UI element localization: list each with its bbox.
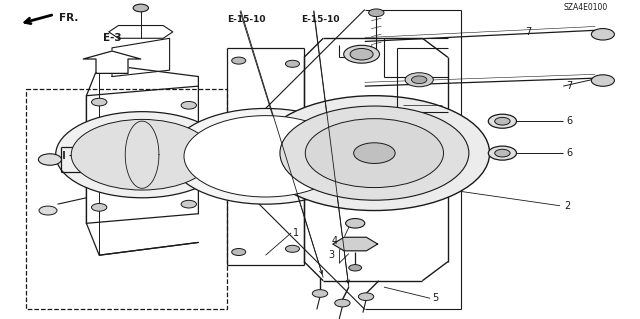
Circle shape: [170, 108, 362, 204]
Circle shape: [133, 4, 148, 12]
Polygon shape: [333, 237, 378, 251]
Text: 7: 7: [566, 81, 573, 91]
Text: 2: 2: [564, 201, 571, 211]
Circle shape: [495, 117, 510, 125]
Circle shape: [38, 154, 61, 165]
Circle shape: [285, 60, 300, 67]
Text: SZA4E0100: SZA4E0100: [563, 4, 607, 12]
Circle shape: [184, 116, 347, 197]
Circle shape: [412, 76, 427, 84]
Circle shape: [92, 98, 107, 106]
Polygon shape: [83, 51, 141, 73]
Circle shape: [358, 293, 374, 300]
Circle shape: [181, 101, 196, 109]
Circle shape: [344, 45, 380, 63]
Circle shape: [350, 48, 373, 60]
Circle shape: [39, 206, 57, 215]
Circle shape: [92, 204, 107, 211]
Text: 6: 6: [566, 116, 573, 126]
Circle shape: [71, 119, 213, 190]
Text: E-15-10: E-15-10: [301, 15, 339, 24]
Circle shape: [349, 265, 362, 271]
Text: 1: 1: [293, 228, 300, 238]
Circle shape: [369, 9, 384, 17]
Circle shape: [495, 149, 510, 157]
Text: FR.: FR.: [59, 12, 78, 23]
Text: 7: 7: [525, 27, 531, 37]
Circle shape: [312, 290, 328, 297]
Circle shape: [232, 249, 246, 256]
Circle shape: [488, 114, 516, 128]
Text: 6: 6: [566, 148, 573, 158]
Circle shape: [335, 299, 350, 307]
Circle shape: [259, 96, 490, 211]
Circle shape: [354, 143, 395, 163]
Circle shape: [280, 106, 469, 200]
Circle shape: [56, 112, 228, 198]
Circle shape: [405, 73, 433, 87]
Circle shape: [346, 219, 365, 228]
Text: 3: 3: [328, 250, 335, 260]
Circle shape: [591, 75, 614, 86]
Circle shape: [591, 29, 614, 40]
Circle shape: [232, 57, 246, 64]
Text: E-15-10: E-15-10: [227, 15, 266, 24]
Circle shape: [181, 200, 196, 208]
Circle shape: [285, 245, 300, 252]
Text: 5: 5: [433, 293, 439, 303]
Text: 4: 4: [332, 236, 338, 246]
Circle shape: [305, 119, 444, 188]
Circle shape: [488, 146, 516, 160]
Text: E-3: E-3: [102, 33, 122, 43]
